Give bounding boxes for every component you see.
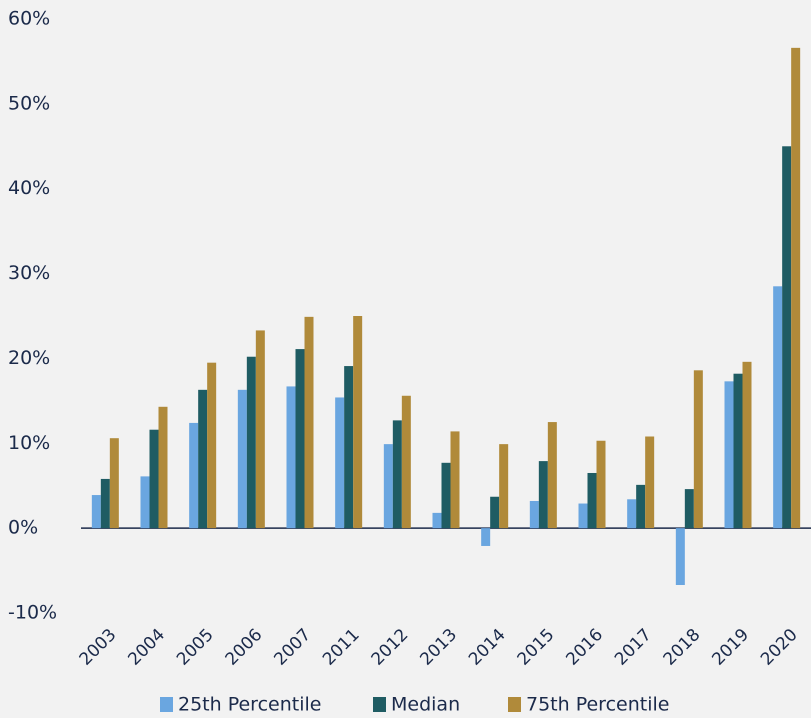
bar [782,146,792,529]
bar [693,370,703,529]
x-tick-label: 2005 [173,625,218,670]
bar [246,356,256,529]
bar [149,429,159,529]
bar [578,503,588,529]
x-tick-label: 2011 [319,625,364,670]
x-tick-label: 2019 [708,625,753,670]
bar [255,330,265,529]
bar [100,478,110,529]
legend-label: Median [391,694,460,716]
x-tick-label: 2013 [416,625,461,670]
bar [450,431,460,529]
bar [432,512,442,529]
bar [742,361,752,529]
bar [140,476,150,529]
bar [441,462,451,529]
x-tick-label: 2017 [611,625,656,670]
bar [207,362,217,529]
bar [158,406,168,529]
bar [724,381,734,529]
x-tick-label: 2015 [514,625,559,670]
bar [547,422,557,529]
x-tick-label: 2018 [660,625,705,670]
bar [538,461,548,529]
legend-label: 75th Percentile [526,694,669,716]
bar [237,389,247,529]
bar [335,397,345,529]
bar [645,436,655,529]
y-tick-label: 40% [8,177,50,199]
bar [529,500,539,529]
legend-swatch [373,697,386,712]
legend-swatch [508,697,521,712]
bar [636,484,646,529]
bar [198,389,208,529]
bar [286,386,296,529]
bar [109,438,119,529]
x-tick-label: 2004 [124,625,169,670]
bar [353,316,363,529]
y-tick-label: 50% [8,92,50,114]
bar [675,528,685,585]
bar [596,440,606,529]
x-tick-label: 2014 [465,625,510,670]
bar [91,495,101,529]
bar [189,422,199,529]
bar [627,499,637,529]
x-tick-label: 2020 [757,625,802,670]
bar [684,489,694,529]
bar [383,444,393,529]
legend-swatch [160,697,173,712]
x-tick-label: 2006 [222,625,267,670]
bar [587,472,597,529]
bar [392,420,402,529]
bar [499,444,509,529]
y-tick-label: 20% [8,347,50,369]
y-tick-label: 60% [8,8,50,30]
x-tick-label: 2007 [270,625,315,670]
y-tick-label: 0% [8,517,38,539]
x-tick-label: 2012 [368,625,413,670]
bar [481,528,491,546]
bar [304,316,314,529]
bar [295,349,305,529]
y-tick-label: 30% [8,262,50,284]
legend-label: 25th Percentile [178,694,321,716]
bar [733,373,743,529]
y-tick-label: 10% [8,432,50,454]
x-tick-label: 2003 [76,625,121,670]
x-tick-label: 2016 [562,625,607,670]
bar [490,496,500,529]
y-tick-label: -10% [8,602,57,624]
bar [791,47,801,529]
bar [344,366,354,529]
bar [401,395,411,529]
bar [773,286,783,529]
